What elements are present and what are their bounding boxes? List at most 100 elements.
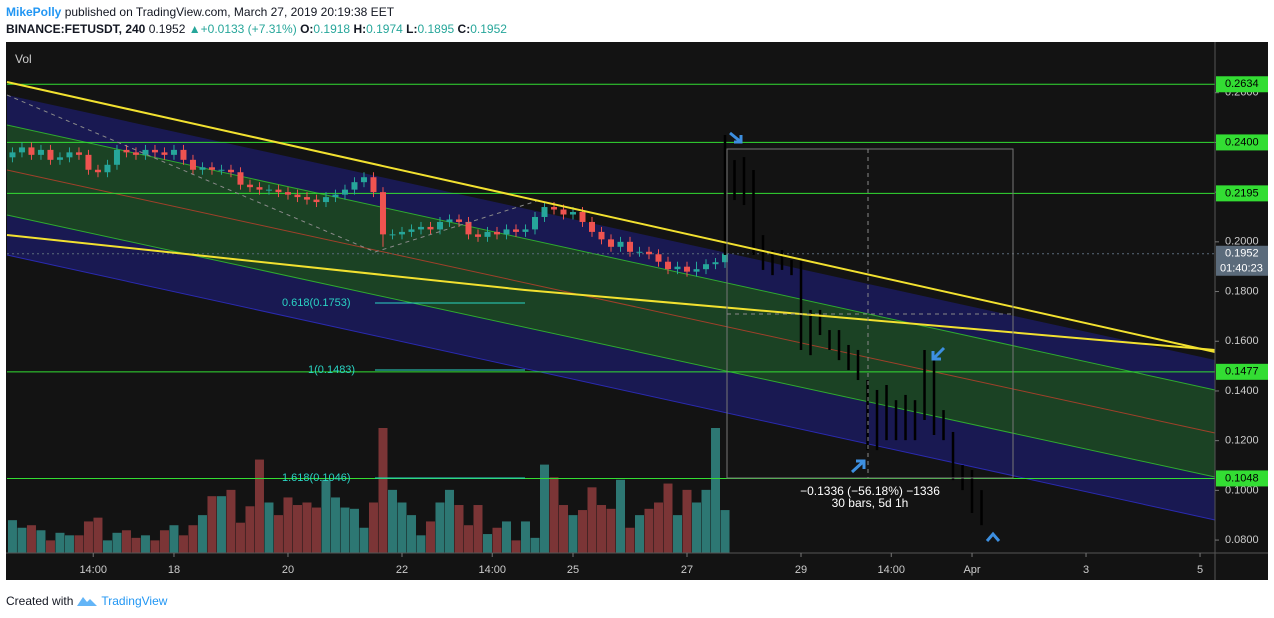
- c-label: C:: [457, 22, 471, 36]
- y-tick-label: 0.1400: [1225, 385, 1259, 397]
- change: +0.0133 (+7.31%): [200, 22, 297, 36]
- volume-bar: [511, 540, 521, 553]
- candle-body: [237, 172, 244, 185]
- candle-body: [123, 149, 130, 153]
- x-tick-label: 14:00: [478, 564, 506, 576]
- volume-bar: [539, 464, 549, 553]
- volume-bar: [292, 505, 302, 553]
- arrows: [729, 131, 1001, 542]
- volume-bar: [425, 521, 435, 553]
- volume-bar: [368, 502, 378, 553]
- candle-body: [712, 262, 719, 265]
- candle-body: [608, 239, 614, 247]
- measure-label: 30 bars, 5d 1h: [832, 496, 909, 510]
- o: 0.1918: [313, 22, 351, 36]
- candle-body: [284, 192, 291, 195]
- candle-body: [636, 251, 643, 253]
- candle-body: [218, 169, 225, 171]
- volume-layer: [7, 428, 730, 553]
- level-tag: [1216, 185, 1268, 202]
- candle-body: [560, 209, 567, 215]
- level-label: 0.2195: [1225, 187, 1259, 199]
- volume-bar: [264, 502, 274, 553]
- candle-body: [28, 147, 35, 155]
- volume-bar: [692, 502, 702, 553]
- arrow: [985, 531, 1001, 542]
- channel-edge: [6, 214, 1216, 478]
- candle-body: [579, 212, 586, 222]
- volume-bar: [321, 479, 331, 553]
- volume-bar: [283, 497, 293, 553]
- candle-body: [18, 147, 25, 153]
- candle-body: [722, 253, 729, 263]
- candle-body: [512, 229, 519, 232]
- author[interactable]: MikePolly: [6, 5, 62, 19]
- candle-body: [75, 152, 82, 155]
- candle-body: [275, 189, 282, 193]
- candle-body: [455, 219, 462, 222]
- x-tick-label: Apr: [963, 564, 980, 576]
- candle-body: [360, 177, 367, 183]
- volume-bar: [463, 525, 473, 553]
- candle-body: [199, 167, 206, 170]
- candle-body: [170, 149, 177, 155]
- volume-bar: [473, 505, 483, 553]
- volume-bar: [302, 502, 312, 553]
- volume-bar: [26, 525, 36, 553]
- candle-body: [427, 226, 434, 230]
- channel-edge: [6, 254, 1216, 521]
- candle-body: [322, 197, 329, 203]
- candle-body: [408, 229, 415, 232]
- volume-bar: [635, 515, 645, 553]
- h: 0.1974: [366, 22, 403, 36]
- channels: [6, 95, 1216, 521]
- volume-bar: [102, 540, 112, 553]
- volume-bar: [492, 527, 502, 553]
- trend-line: [6, 81, 1216, 353]
- level-tag: [1216, 76, 1268, 93]
- volume-bar: [159, 530, 169, 553]
- x-tick-label: 18: [168, 564, 180, 576]
- volume-bar: [7, 520, 17, 553]
- price-axis: [1215, 42, 1268, 580]
- drawings: 0.618(0.1753) 1(0.1483) 1.618(0.1046) −0…: [6, 81, 1216, 542]
- current-label: 0.1952: [1225, 248, 1259, 260]
- l: 0.1895: [417, 22, 455, 36]
- volume-bar: [330, 497, 340, 553]
- pattern-line: [6, 94, 541, 253]
- countdown: 01:40:23: [1220, 263, 1263, 275]
- l-label: L:: [406, 22, 418, 36]
- x-tick-label: 25: [567, 564, 579, 576]
- brand[interactable]: TradingView: [101, 594, 168, 608]
- volume-bar: [616, 479, 626, 553]
- candle-body: [588, 221, 595, 232]
- candle-body: [132, 152, 139, 155]
- level-tag: [1216, 470, 1268, 487]
- created: Created with: [6, 594, 74, 608]
- fib-label: 0.618(0.1753): [282, 297, 351, 309]
- volume-bar: [682, 489, 692, 553]
- volume-bar: [359, 527, 369, 553]
- level-tag: [1216, 134, 1268, 151]
- logo: [77, 597, 98, 606]
- volume-bar: [587, 487, 597, 553]
- volume-bar: [654, 502, 664, 553]
- level-label: 0.2634: [1225, 78, 1259, 90]
- x-tick-label: 27: [681, 564, 693, 576]
- publish-line: MikePolly published on TradingView.com, …: [6, 5, 394, 19]
- candle-body: [484, 231, 491, 237]
- candle-body: [113, 149, 120, 165]
- volume-bar: [454, 505, 464, 553]
- volume-bar: [340, 507, 350, 553]
- volume-bar: [169, 525, 179, 553]
- volume-bar: [577, 510, 587, 553]
- candle-body: [265, 189, 272, 191]
- candle-body: [142, 149, 149, 155]
- candle-body: [398, 231, 405, 235]
- candle-body: [151, 149, 158, 153]
- volume-bar: [520, 521, 530, 553]
- x-tick-label: 20: [282, 564, 294, 576]
- volume-bar: [378, 428, 388, 553]
- volume-bar: [121, 530, 131, 553]
